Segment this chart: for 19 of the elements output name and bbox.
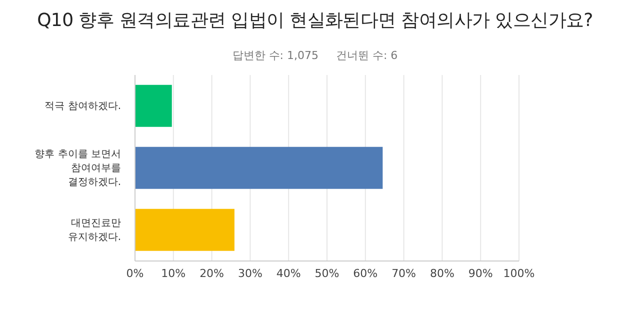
- x-tick-label: 80%: [430, 266, 454, 280]
- y-tick-label: 향후 추이를 보면서 참여여부를 결정하겠다.: [34, 148, 121, 188]
- bar: [135, 146, 383, 189]
- x-tick-label: 60%: [353, 266, 378, 280]
- x-tick-label: 100%: [503, 266, 535, 280]
- x-tick-label: 90%: [468, 266, 493, 280]
- x-tick-label: 10%: [161, 266, 186, 280]
- bar: [135, 84, 172, 127]
- x-tick-label: 40%: [276, 266, 301, 280]
- x-tick-label: 0%: [126, 266, 144, 280]
- x-tick-label: 20%: [200, 266, 224, 280]
- y-tick-label: 대면진료만 유지하겠다.: [68, 218, 121, 243]
- chart-subtitle: 답변한 수: 1,075 건너뛴 수: 6: [231, 48, 399, 63]
- x-tick-label: 70%: [392, 266, 416, 280]
- x-tick-label: 50%: [314, 266, 340, 280]
- chart-title: Q10 향후 원격의료관련 입법이 현실화된다면 참여의사가 있으신가요?: [36, 9, 594, 32]
- bar: [135, 208, 234, 251]
- x-tick-label: 30%: [238, 266, 262, 280]
- y-tick-label: 적극 참여하겠다.: [44, 100, 121, 112]
